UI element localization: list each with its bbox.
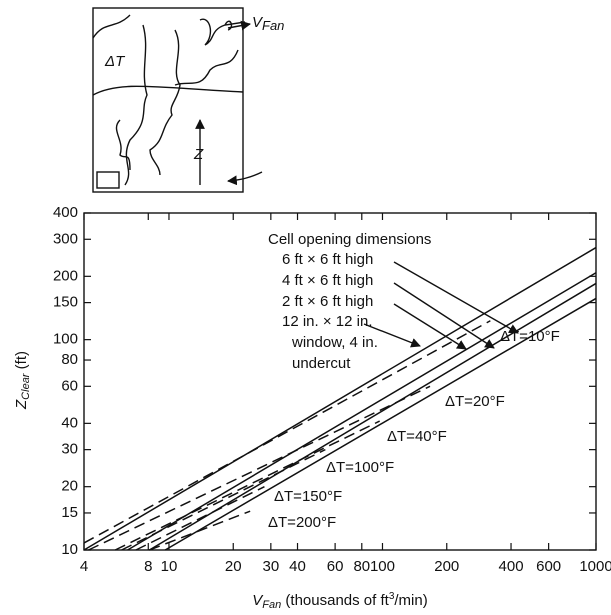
series-line	[149, 510, 251, 551]
inset-diagram: ΔT VFan Z	[92, 7, 284, 193]
inset-frame	[92, 7, 244, 193]
x-tick-label: 30	[262, 558, 279, 575]
series-line	[149, 282, 597, 551]
inset-fan-box	[96, 171, 120, 189]
series-label: 12 in. × 12 in.	[282, 313, 372, 330]
y-tick-label: 60	[61, 377, 78, 394]
y-tick-label: 20	[61, 478, 78, 495]
x-label-part: V	[252, 592, 264, 609]
series-line	[114, 420, 380, 551]
x-label-part: (thousands of ft	[281, 592, 389, 609]
x-label-part: 3	[389, 591, 395, 602]
series-label: ΔT=20°F	[445, 393, 505, 410]
arrow	[393, 282, 495, 349]
y-tick-label: 200	[53, 267, 78, 284]
inset-delta-t: ΔT	[104, 53, 126, 70]
plot-frame	[83, 212, 597, 551]
inset-v: V	[252, 14, 264, 31]
series-label: ΔT=100°F	[326, 459, 394, 476]
x-axis-label: VFan (thousands of ft3/min)	[252, 591, 427, 611]
x-tick-label: 80	[353, 558, 370, 575]
inset-fan: Fan	[262, 18, 284, 33]
x-tick-label: 60	[327, 558, 344, 575]
x-tick-label: 400	[499, 558, 524, 575]
y-label-part: (ft)	[13, 351, 30, 374]
y-tick-label: 40	[61, 414, 78, 431]
series-line	[83, 320, 491, 544]
inset-arrow-in	[227, 171, 263, 186]
series-label: ΔT=200°F	[268, 514, 336, 531]
x-tick-label: 600	[536, 558, 561, 575]
series-label: ΔT=40°F	[387, 428, 447, 445]
y-tick-label: 80	[61, 351, 78, 368]
x-tick-label: 10	[161, 558, 178, 575]
annotation: Cell opening dimensions	[268, 231, 431, 248]
x-tick-label: 8	[144, 558, 152, 575]
series-line	[127, 272, 597, 551]
series-label: 4 ft × 6 ft high	[282, 272, 373, 289]
label-arrows	[363, 261, 519, 350]
x-tick-label: 100	[370, 558, 395, 575]
arrow	[363, 323, 421, 348]
inset-arrow-out	[227, 20, 251, 31]
series-line	[121, 448, 326, 551]
y-tick-label: 400	[53, 204, 78, 221]
series-line	[88, 385, 431, 551]
x-tick-label: 200	[434, 558, 459, 575]
series-label: ΔT=150°F	[274, 488, 342, 505]
series-line	[164, 297, 597, 551]
x-label-part: Fan	[262, 599, 281, 611]
annotation: undercut	[292, 355, 351, 372]
arrow	[393, 261, 519, 334]
series-label: 2 ft × 6 ft high	[282, 293, 373, 310]
x-label-part: /min)	[394, 592, 427, 609]
y-tick-label: 100	[53, 331, 78, 348]
y-label-part: Z	[13, 399, 30, 410]
y-axis-label: ZClear (ft)	[13, 351, 32, 410]
x-tick-label: 20	[225, 558, 242, 575]
series-line	[83, 246, 597, 551]
inset-z: Z	[193, 146, 204, 163]
y-tick-label: 30	[61, 441, 78, 458]
x-tick-label: 1000	[579, 558, 611, 575]
series-label: 6 ft × 6 ft high	[282, 251, 373, 268]
y-tick-label: 10	[61, 541, 78, 558]
inset-curves	[92, 14, 246, 186]
x-tick-label: 4	[80, 558, 88, 575]
series-line	[135, 486, 265, 551]
y-label-part: Clear	[20, 372, 32, 400]
arrow	[393, 303, 467, 350]
inset-v-fan: VFan	[252, 14, 284, 33]
y-tick-label: 15	[61, 504, 78, 521]
x-tick-label: 40	[289, 558, 306, 575]
y-tick-label: 300	[53, 230, 78, 247]
annotation: window, 4 in.	[291, 334, 378, 351]
y-tick-label: 150	[53, 294, 78, 311]
